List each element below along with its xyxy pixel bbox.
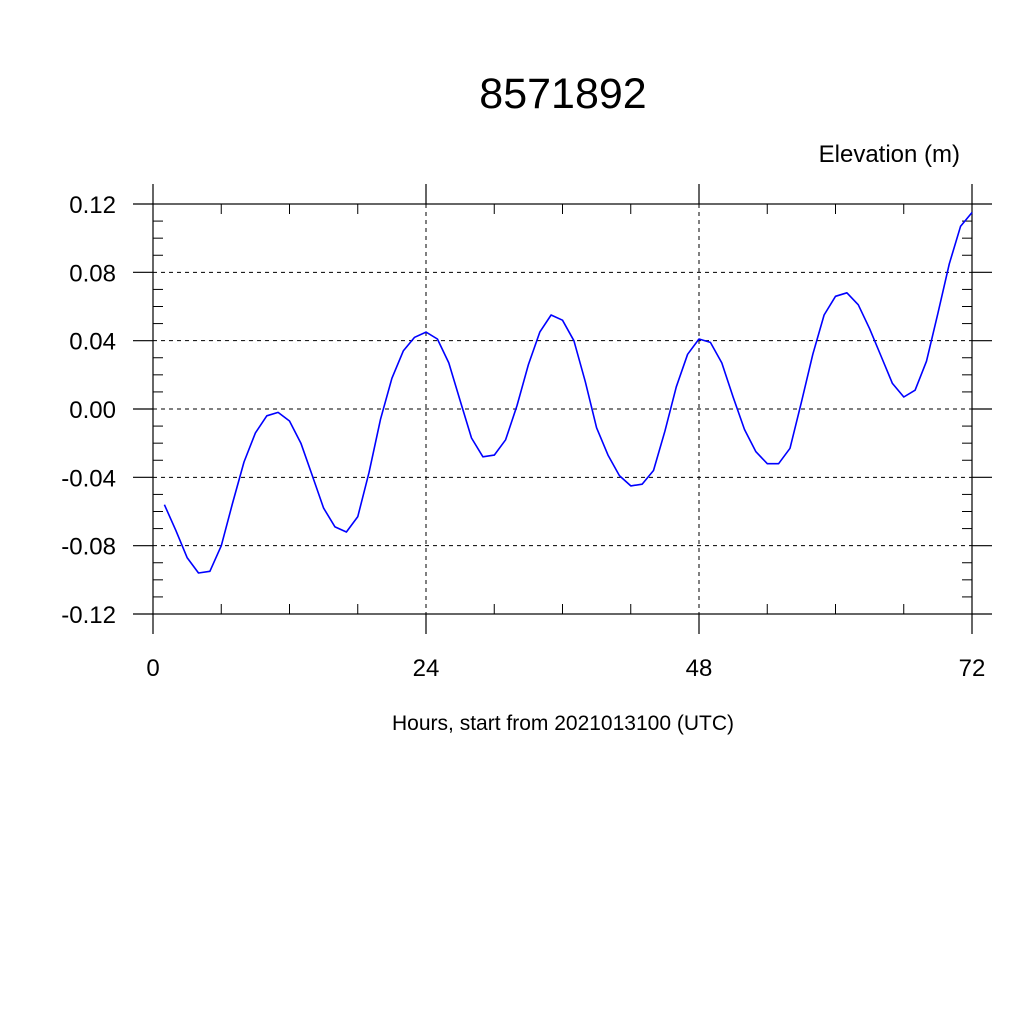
axis-ticks: [133, 184, 992, 634]
series-group: [163, 211, 973, 574]
x-tick-label: 0: [146, 655, 159, 682]
tick-labels: -0.12 -0.08 -0.04 0.00 0.04 0.08 0.12 0 24 48 72: [61, 192, 985, 682]
x-tick-label: 24: [413, 655, 440, 682]
chart-title: 8571892: [479, 70, 646, 118]
y-tick-label: 0.04: [69, 329, 116, 356]
x-tick-label: 72: [959, 655, 986, 682]
y-tick-label: 0.00: [69, 397, 116, 424]
series-line: [163, 211, 973, 574]
y-axis-label: Elevation (m): [819, 141, 960, 168]
y-tick-label: -0.04: [61, 465, 116, 492]
x-axis-label: Hours, start from 2021013100 (UTC): [392, 712, 734, 735]
plot-frame: [152, 203, 973, 615]
x-tick-label: 48: [686, 655, 713, 682]
y-tick-label: -0.08: [61, 534, 116, 561]
y-tick-label: 0.12: [69, 192, 116, 219]
y-tick-label: -0.12: [61, 602, 116, 629]
y-tick-label: 0.08: [69, 260, 116, 287]
